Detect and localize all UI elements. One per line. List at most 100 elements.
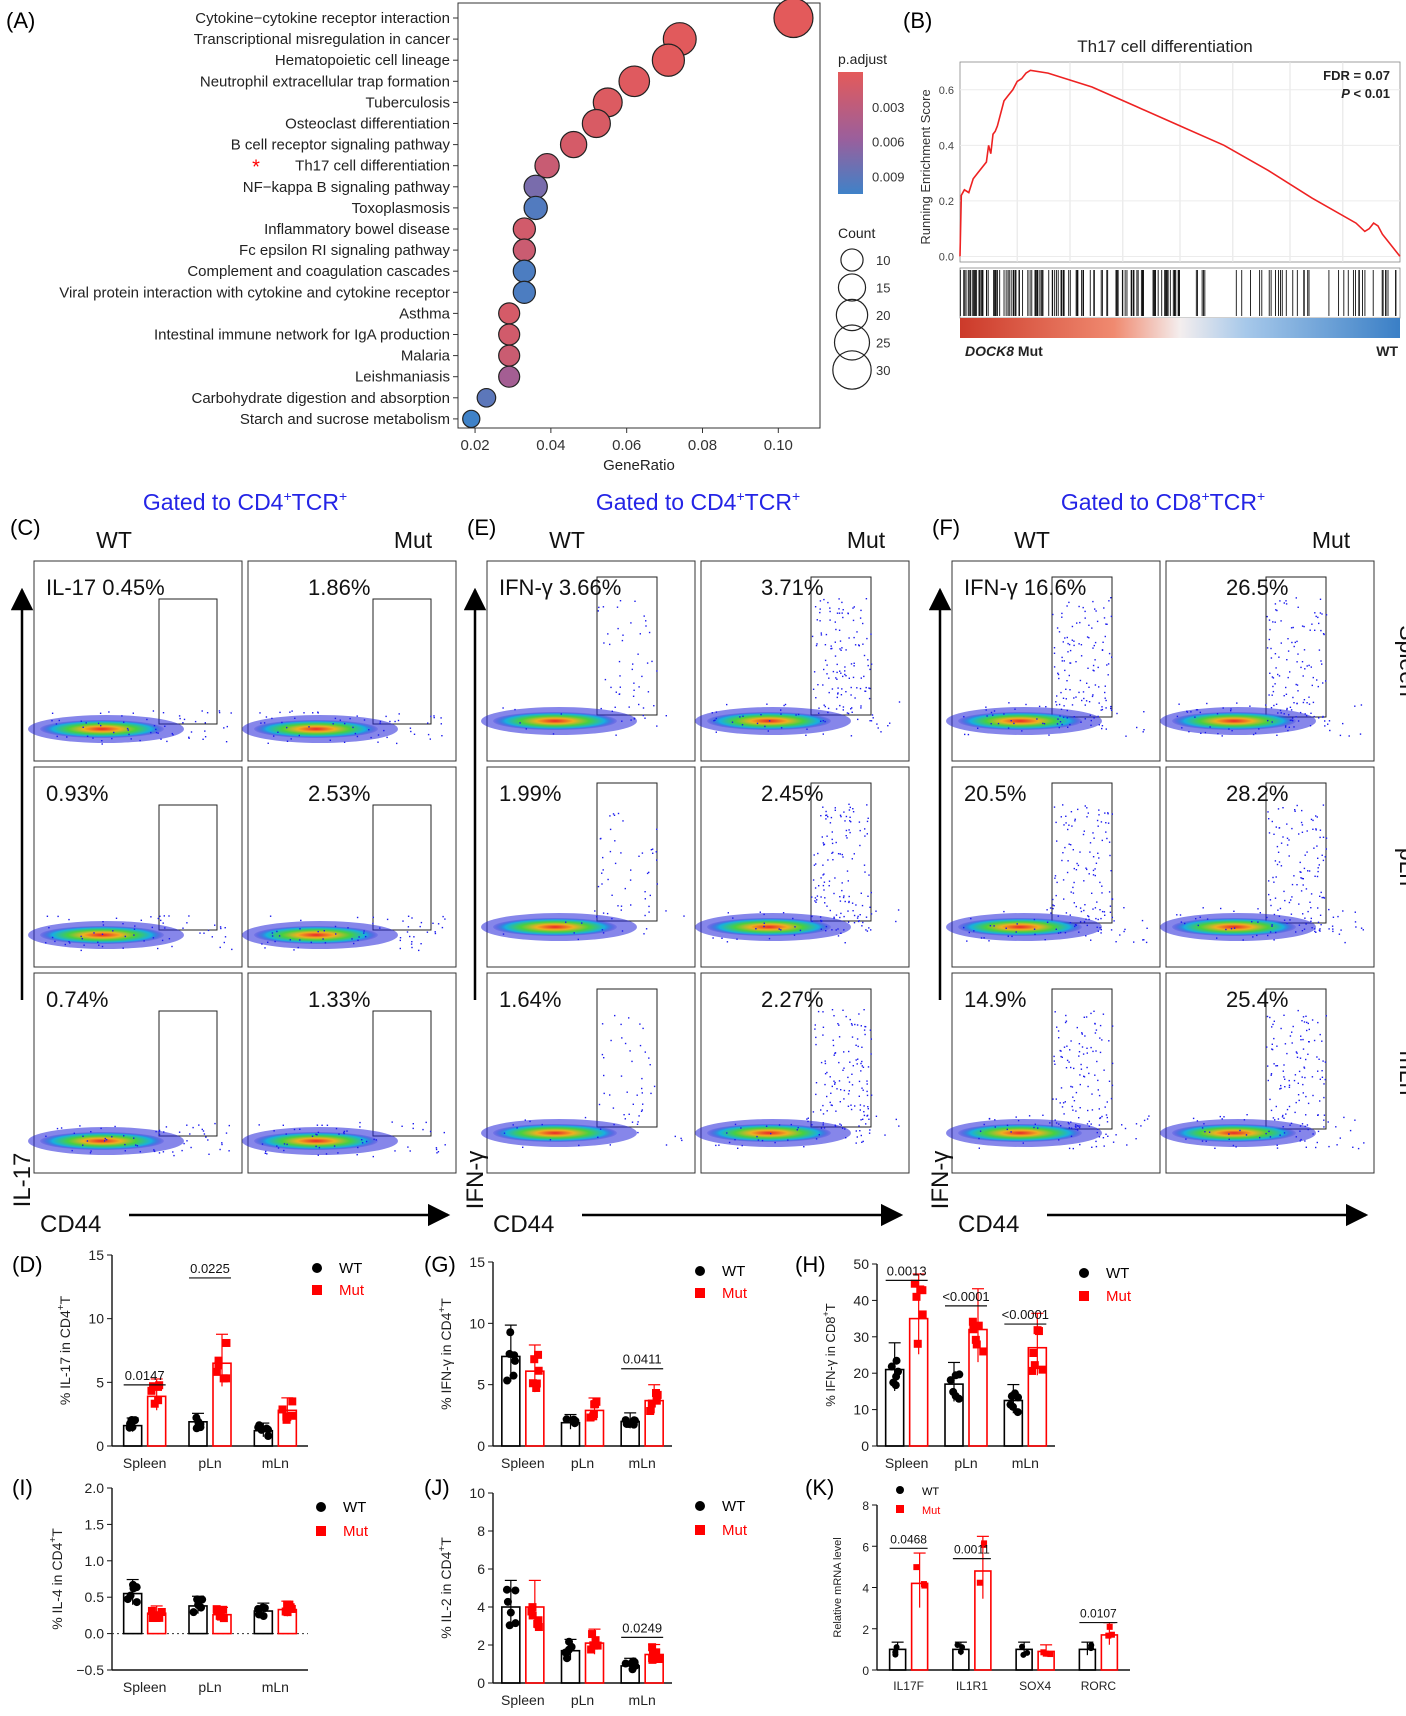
event-dot <box>1299 1130 1301 1132</box>
event-dot <box>860 1119 862 1121</box>
event-dot <box>1076 1125 1079 1127</box>
event-dot <box>1307 1128 1309 1131</box>
event-dot <box>1221 1118 1223 1120</box>
event-dot <box>639 1023 641 1025</box>
data-point-wt <box>889 1378 898 1387</box>
event-dot <box>1291 827 1293 830</box>
y-tick-label: 30 <box>853 1329 869 1345</box>
event-dot <box>1296 661 1298 663</box>
event-dot <box>419 925 421 928</box>
event-dot <box>1079 907 1082 909</box>
event-dot <box>1073 644 1075 647</box>
event-dot <box>203 932 205 934</box>
event-dot <box>1282 807 1284 809</box>
event-dot <box>862 1118 864 1120</box>
event-dot <box>863 1111 865 1113</box>
event-dot <box>202 738 204 740</box>
event-dot <box>1304 1125 1306 1128</box>
event-dot <box>1280 1087 1282 1090</box>
event-dot <box>1053 647 1056 649</box>
event-dot <box>837 687 839 689</box>
column-label: WT <box>96 527 132 553</box>
event-dot <box>1109 911 1112 913</box>
event-dot <box>1058 677 1060 680</box>
event-dot <box>755 928 757 930</box>
event-dot <box>442 915 444 918</box>
event-dot <box>323 930 325 932</box>
event-dot <box>826 1095 828 1098</box>
event-dot <box>831 842 834 845</box>
event-dot <box>811 915 813 918</box>
event-dot <box>440 723 442 725</box>
event-dot <box>816 619 818 621</box>
event-dot <box>1110 929 1113 931</box>
event-dot <box>742 715 744 717</box>
event-dot <box>1271 676 1274 678</box>
event-dot <box>271 935 274 937</box>
event-dot <box>811 920 813 922</box>
event-dot <box>793 934 796 936</box>
event-dot <box>814 897 817 899</box>
event-dot <box>968 931 970 934</box>
data-point-mut <box>972 1340 981 1349</box>
event-dot <box>1322 682 1324 684</box>
event-dot <box>1115 941 1117 943</box>
event-dot <box>1301 930 1304 932</box>
event-dot <box>444 918 446 920</box>
event-dot <box>1293 645 1295 648</box>
event-dot <box>656 859 658 861</box>
event-dot <box>1126 1144 1128 1146</box>
event-dot <box>1086 1047 1088 1049</box>
event-dot <box>761 1139 764 1142</box>
event-dot <box>411 917 413 919</box>
event-dot <box>861 904 864 907</box>
event-dot <box>1050 912 1052 914</box>
category-label: Intestinal immune network for IgA produc… <box>154 327 450 344</box>
event-dot <box>1282 1126 1284 1128</box>
event-dot <box>834 1052 836 1055</box>
event-dot <box>715 717 717 720</box>
event-dot <box>835 929 837 931</box>
event-dot <box>602 912 605 914</box>
event-dot <box>335 933 337 935</box>
event-dot <box>1289 919 1291 921</box>
event-dot <box>1223 1116 1225 1118</box>
event-dot <box>151 926 153 929</box>
event-dot <box>619 600 622 602</box>
event-dot <box>862 921 864 924</box>
legend-marker-wt <box>316 1502 326 1512</box>
size-legend-label: 30 <box>876 363 890 378</box>
event-dot <box>1055 1098 1057 1100</box>
event-dot <box>823 1127 826 1129</box>
event-dot <box>860 609 862 612</box>
event-dot <box>1104 685 1106 687</box>
event-dot <box>299 1128 301 1130</box>
event-dot <box>102 924 105 926</box>
event-dot <box>1090 724 1092 726</box>
event-dot <box>186 922 188 924</box>
event-dot <box>1099 1024 1102 1027</box>
event-dot <box>1321 854 1323 856</box>
event-dot <box>1343 1116 1345 1119</box>
event-dot <box>1354 921 1357 923</box>
event-dot <box>1073 867 1075 870</box>
event-dot <box>1298 1099 1300 1102</box>
event-dot <box>1054 875 1057 877</box>
event-dot <box>831 1085 833 1088</box>
event-dot <box>621 1037 623 1039</box>
category-label: Transcriptional misregulation in cancer <box>194 31 450 48</box>
event-dot <box>993 710 996 712</box>
event-dot <box>1316 845 1318 847</box>
event-dot <box>188 915 190 917</box>
event-dot <box>628 1113 630 1115</box>
event-dot <box>988 1117 991 1120</box>
event-dot <box>214 1122 216 1125</box>
event-dot <box>824 897 826 899</box>
event-dot <box>862 1089 864 1091</box>
event-dot <box>283 1149 285 1152</box>
event-dot <box>189 1133 191 1135</box>
event-dot <box>1088 701 1091 703</box>
data-point-wt <box>132 1598 141 1607</box>
gate-percentage: 2.53% <box>308 781 370 806</box>
event-dot <box>832 859 834 861</box>
